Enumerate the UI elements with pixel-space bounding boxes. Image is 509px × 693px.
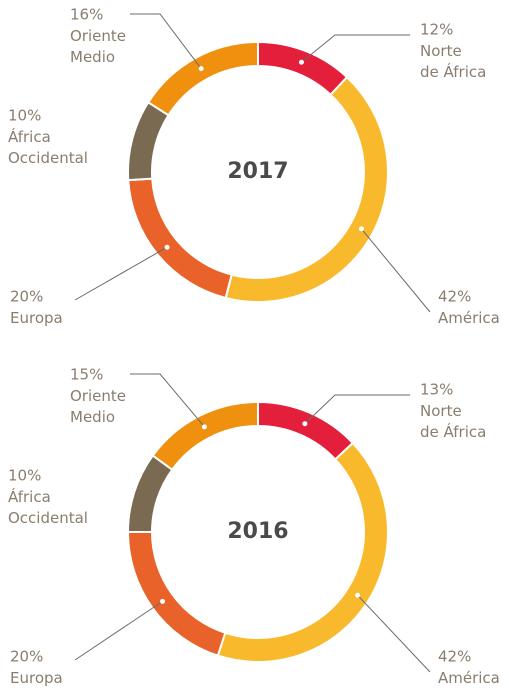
leader-dot — [358, 226, 364, 232]
label-line: Oriente — [70, 27, 131, 45]
value-label: 12% — [420, 21, 453, 39]
chart-title: 2016 — [227, 519, 288, 544]
label-line: África — [8, 487, 56, 506]
value-label: 15% — [70, 366, 103, 384]
leader-line — [357, 594, 431, 673]
label-line: Europa — [10, 669, 63, 687]
donut-slice — [127, 177, 233, 300]
value-label: 42% — [438, 288, 471, 306]
value-label: 13% — [420, 381, 453, 399]
value-label: 20% — [10, 648, 43, 666]
donut-slice — [127, 100, 170, 182]
category-label: África Occidental — [8, 487, 88, 527]
value-label: 42% — [438, 648, 471, 666]
category-label: Europa — [10, 669, 63, 687]
donut-slice — [257, 400, 355, 461]
donut-slice — [151, 400, 259, 472]
label-line: Occidental — [8, 149, 88, 167]
leader-line — [304, 394, 410, 425]
value-label: 20% — [10, 288, 43, 306]
leader-dot — [164, 244, 170, 250]
label-line: de África — [420, 62, 486, 81]
label-line: Medio — [70, 408, 115, 426]
leader-dot — [198, 66, 204, 72]
label-line: África — [8, 127, 56, 146]
chart-title: 2017 — [227, 159, 288, 184]
label-line: Europa — [10, 309, 63, 327]
leader-dot — [201, 424, 207, 430]
category-label: América — [438, 669, 500, 687]
donut-slice — [126, 531, 227, 657]
value-label: 16% — [70, 6, 103, 24]
leader-line — [74, 246, 168, 301]
leader-line — [361, 228, 431, 313]
category-label: Norte de África — [420, 42, 486, 81]
leader-line — [130, 373, 205, 428]
category-label: África Occidental — [8, 127, 88, 167]
leader-line — [130, 13, 202, 69]
value-label: 10% — [8, 107, 41, 125]
category-label: Oriente Medio — [70, 387, 131, 426]
label-line: Medio — [70, 48, 115, 66]
leader-dot — [298, 59, 304, 65]
donut-slice — [257, 40, 349, 97]
label-line: Norte — [420, 42, 466, 60]
category-label: Oriente Medio — [70, 27, 131, 66]
label-line: Norte — [420, 402, 466, 420]
label-line: América — [438, 309, 500, 327]
label-line: Occidental — [8, 509, 88, 527]
donut-slice — [216, 441, 389, 663]
leader-line — [74, 600, 163, 661]
label-line: Oriente — [70, 387, 131, 405]
leader-dot — [355, 592, 361, 598]
leader-dot — [302, 421, 308, 427]
label-line: de África — [420, 422, 486, 441]
donut-slice — [126, 454, 174, 533]
leader-line — [301, 34, 410, 63]
category-label: América — [438, 309, 500, 327]
donut-slice — [146, 40, 259, 117]
category-label: Norte de África — [420, 402, 486, 441]
value-label: 10% — [8, 467, 41, 485]
donut-slice — [224, 75, 389, 303]
leader-dot — [160, 598, 166, 604]
category-label: Europa — [10, 309, 63, 327]
label-line: América — [438, 669, 500, 687]
